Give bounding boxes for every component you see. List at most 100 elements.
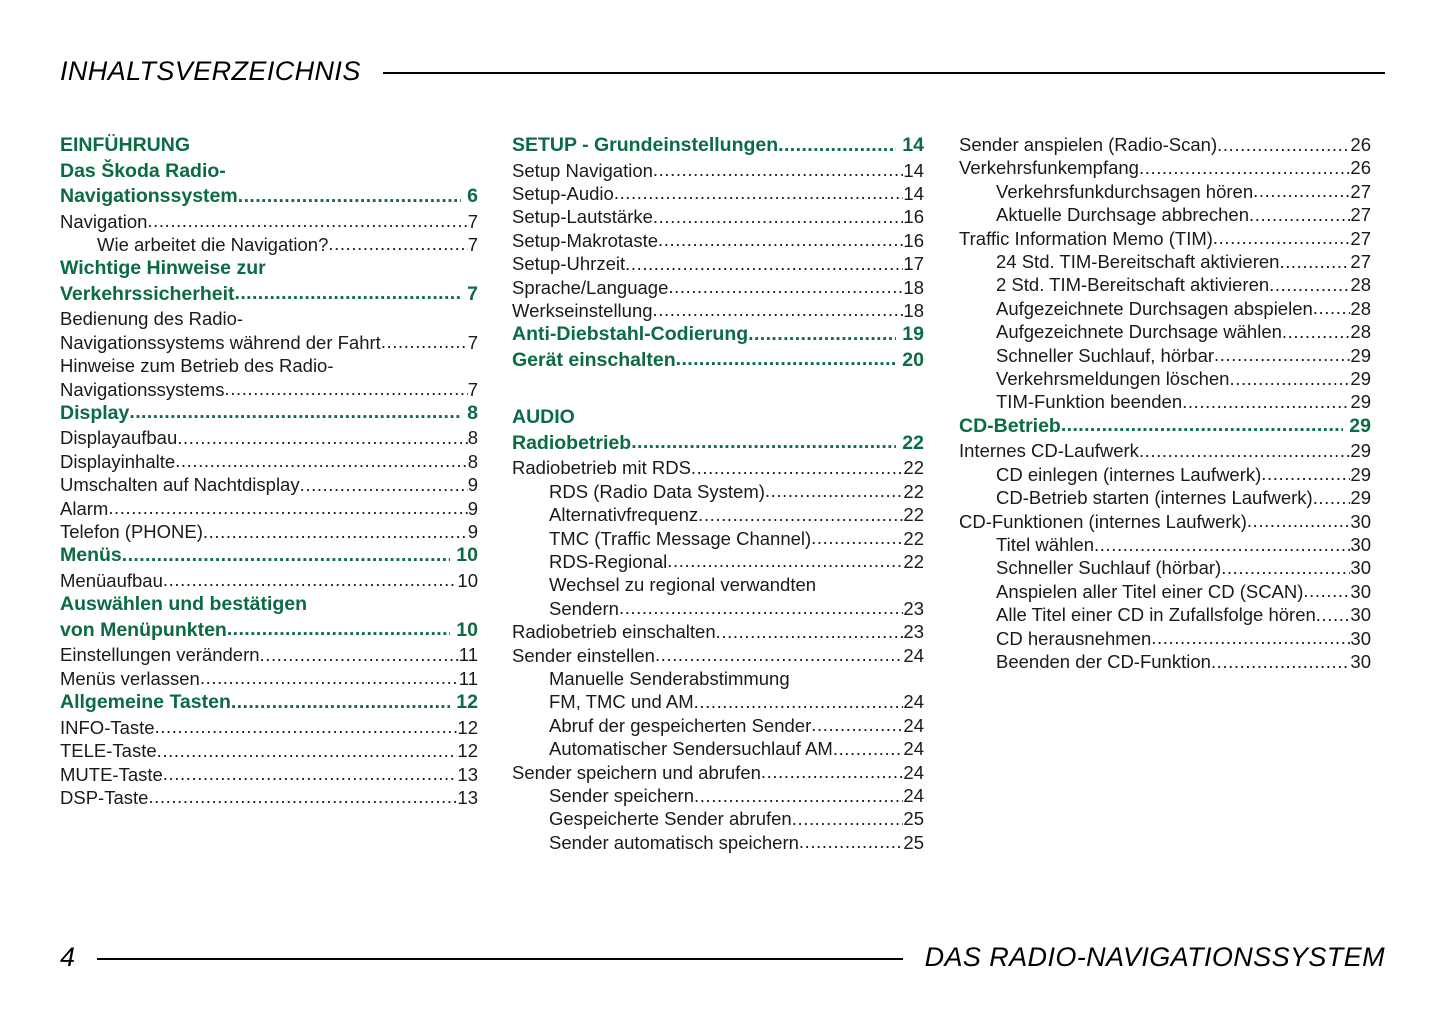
toc-entry[interactable]: Anti-Diebstahl-Codierung................… xyxy=(512,322,924,348)
toc-entry[interactable]: Verkehrsmeldungen löschen...............… xyxy=(959,367,1371,390)
toc-entry[interactable]: Hinweise zum Betrieb des Radio- xyxy=(60,354,478,377)
toc-entry[interactable]: Sender anspielen (Radio-Scan)...........… xyxy=(959,133,1371,156)
toc-entry[interactable]: Sender automatisch speichern............… xyxy=(512,831,924,854)
toc-entry[interactable]: von Menüpunkten.........................… xyxy=(60,618,478,644)
toc-entry-label: Menüaufbau xyxy=(60,569,163,591)
toc-dot-leader: ........................................… xyxy=(618,597,903,619)
toc-entry[interactable]: Wichtige Hinweise zur xyxy=(60,256,478,282)
toc-entry[interactable]: CD einlegen (internes Laufwerk).........… xyxy=(959,463,1371,486)
toc-entry[interactable]: Beenden der CD-Funktion.................… xyxy=(959,650,1371,673)
toc-entry[interactable]: Wechsel zu regional verwandten xyxy=(512,573,924,596)
toc-entry[interactable]: Navigationssystems während der Fahrt....… xyxy=(60,331,478,354)
toc-dot-leader: ........................................… xyxy=(234,282,462,305)
toc-entry-label: Einstellungen verändern xyxy=(60,644,260,666)
toc-entry[interactable]: Radiobetrieb einschalten................… xyxy=(512,620,924,643)
toc-entry[interactable]: Display.................................… xyxy=(60,401,478,427)
toc-entry[interactable]: Manuelle Senderabstimmung xyxy=(512,667,924,690)
toc-entry[interactable]: CD-Betrieb starten (internes Laufwerk)..… xyxy=(959,486,1371,509)
toc-entry[interactable]: Alle Titel einer CD in Zufallsfolge höre… xyxy=(959,603,1371,626)
toc-entry[interactable]: Automatischer Sendersuchlauf AM.........… xyxy=(512,737,924,760)
toc-entry[interactable]: Bedienung des Radio- xyxy=(60,307,478,330)
toc-entry[interactable]: Allgemeine Tasten.......................… xyxy=(60,690,478,716)
toc-entry[interactable]: TMC (Traffic Message Channel)...........… xyxy=(512,527,924,550)
toc-page-number: 22 xyxy=(903,457,924,479)
toc-entry[interactable]: 24 Std. TIM-Bereitschaft aktivieren.....… xyxy=(959,250,1371,273)
toc-entry[interactable]: Displayaufbau...........................… xyxy=(60,426,478,449)
toc-entry-label: Titel wählen xyxy=(996,534,1095,555)
toc-entry[interactable]: Gespeicherte Sender abrufen.............… xyxy=(512,807,924,830)
toc-entry[interactable]: Telefon (PHONE).........................… xyxy=(60,520,478,543)
toc-entry[interactable]: Schneller Suchlauf, hörbar..............… xyxy=(959,344,1371,367)
toc-entry[interactable]: Verkehrsfunkempfang.....................… xyxy=(959,156,1371,179)
toc-entry[interactable]: CD-Funktionen (internes Laufwerk).......… xyxy=(959,510,1371,533)
toc-entry[interactable]: Internes CD-Laufwerk....................… xyxy=(959,439,1371,462)
toc-entry[interactable]: Navigation..............................… xyxy=(60,210,478,233)
toc-dot-leader: ........................................… xyxy=(154,716,458,738)
toc-entry[interactable]: Wie arbeitet die Navigation?............… xyxy=(60,233,478,256)
toc-entry[interactable]: Aufgezeichnete Durchsagen abspielen.....… xyxy=(959,297,1371,320)
toc-entry[interactable]: CD-Betrieb..............................… xyxy=(959,414,1371,440)
toc-dot-leader: ........................................… xyxy=(328,233,467,255)
toc-entry[interactable]: Setup Navigation........................… xyxy=(512,159,924,182)
toc-entry[interactable]: Radiobetrieb............................… xyxy=(512,431,924,457)
toc-dot-leader: ........................................… xyxy=(764,480,904,502)
toc-entry[interactable]: Alternativfrequenz......................… xyxy=(512,503,924,526)
toc-entry[interactable]: INFO-Taste..............................… xyxy=(60,716,478,739)
toc-entry[interactable]: CD herausnehmen.........................… xyxy=(959,627,1371,650)
toc-dot-leader: ........................................… xyxy=(1217,133,1350,155)
toc-page-number: 7 xyxy=(467,378,478,400)
toc-entry[interactable]: Aktuelle Durchsage abbrechen............… xyxy=(959,203,1371,226)
toc-entry[interactable]: FM, TMC und AM..........................… xyxy=(512,690,924,713)
toc-entry[interactable]: Werkseinstellung........................… xyxy=(512,299,924,322)
toc-entry[interactable]: DSP-Taste...............................… xyxy=(60,786,478,809)
toc-entry[interactable]: Menüs verlassen.........................… xyxy=(60,667,478,690)
toc-entry-label: Verkehrsfunkempfang xyxy=(959,157,1139,179)
toc-entry-label: Verkehrsmeldungen löschen xyxy=(996,368,1230,390)
toc-entry[interactable]: Setup-Audio.............................… xyxy=(512,182,924,205)
toc-entry[interactable]: Navigationssystems......................… xyxy=(60,378,478,401)
toc-entry[interactable]: Setup-Uhrzeit...........................… xyxy=(512,252,924,275)
toc-entry[interactable]: Menüaufbau..............................… xyxy=(60,569,478,592)
toc-entry-label: Aktuelle Durchsage abbrechen xyxy=(996,204,1249,226)
toc-entry[interactable]: Verkehrsfunkdurchsagen hören............… xyxy=(959,180,1371,203)
toc-entry[interactable]: 2 Std. TIM-Bereitschaft aktivieren......… xyxy=(959,273,1371,296)
toc-entry[interactable]: Das Škoda Radio- xyxy=(60,159,478,185)
toc-entry[interactable]: MUTE-Taste..............................… xyxy=(60,763,478,786)
toc-entry[interactable]: SETUP - Grundeinstellungen..............… xyxy=(512,133,924,159)
toc-entry[interactable]: Titel wählen............................… xyxy=(959,533,1371,556)
toc-entry-label: Navigationssystem xyxy=(60,185,238,207)
toc-page-number: 27 xyxy=(1350,251,1371,273)
toc-entry[interactable]: Setup-Lautstärke........................… xyxy=(512,205,924,228)
toc-entry[interactable]: RDS (Radio Data System).................… xyxy=(512,480,924,503)
toc-entry[interactable]: Alarm...................................… xyxy=(60,497,478,520)
toc-entry[interactable]: Sprache/Language........................… xyxy=(512,276,924,299)
toc-entry[interactable]: Schneller Suchlauf (hörbar).............… xyxy=(959,556,1371,579)
toc-entry[interactable]: Sendern.................................… xyxy=(512,597,924,620)
toc-entry[interactable]: Sender speichern........................… xyxy=(512,784,924,807)
toc-entry[interactable]: Anspielen aller Titel einer CD (SCAN)...… xyxy=(959,580,1371,603)
toc-entry[interactable]: RDS-Regional............................… xyxy=(512,550,924,573)
toc-entry[interactable]: Auswählen und bestätigen xyxy=(60,592,478,618)
toc-entry[interactable]: Abruf der gespeicherten Sender..........… xyxy=(512,714,924,737)
toc-dot-leader: ........................................… xyxy=(791,807,904,829)
toc-entry-label: TELE-Taste xyxy=(60,740,157,762)
toc-entry[interactable]: Menüs...................................… xyxy=(60,543,478,569)
toc-entry[interactable]: Umschalten auf Nachtdisplay.............… xyxy=(60,473,478,496)
toc-entry[interactable]: Einstellungen verändern.................… xyxy=(60,643,478,666)
toc-entry[interactable]: Radiobetrieb mit RDS....................… xyxy=(512,456,924,479)
toc-entry[interactable]: Displayinhalte..........................… xyxy=(60,450,478,473)
toc-entry[interactable]: Verkehrssicherheit......................… xyxy=(60,282,478,308)
toc-entry-label: Radiobetrieb xyxy=(512,431,632,454)
toc-entry[interactable]: Sender einstellen.......................… xyxy=(512,644,924,667)
toc-entry[interactable]: Navigationssystem.......................… xyxy=(60,184,478,210)
toc-entry[interactable]: Traffic Information Memo (TIM)..........… xyxy=(959,227,1371,250)
toc-entry[interactable]: TIM-Funktion beenden....................… xyxy=(959,390,1371,413)
toc-entry[interactable]: Aufgezeichnete Durchsage wählen.........… xyxy=(959,320,1371,343)
toc-page-number: 25 xyxy=(903,808,924,830)
toc-entry[interactable]: Setup-Makrotaste........................… xyxy=(512,229,924,252)
toc-entry[interactable]: Gerät einschalten.......................… xyxy=(512,348,924,374)
block-spacer xyxy=(512,373,924,405)
toc-entry[interactable]: TELE-Taste..............................… xyxy=(60,739,478,762)
toc-entry[interactable]: Sender speichern und abrufen............… xyxy=(512,761,924,784)
toc-entry-label: CD-Betrieb starten (internes Laufwerk) xyxy=(996,487,1313,509)
